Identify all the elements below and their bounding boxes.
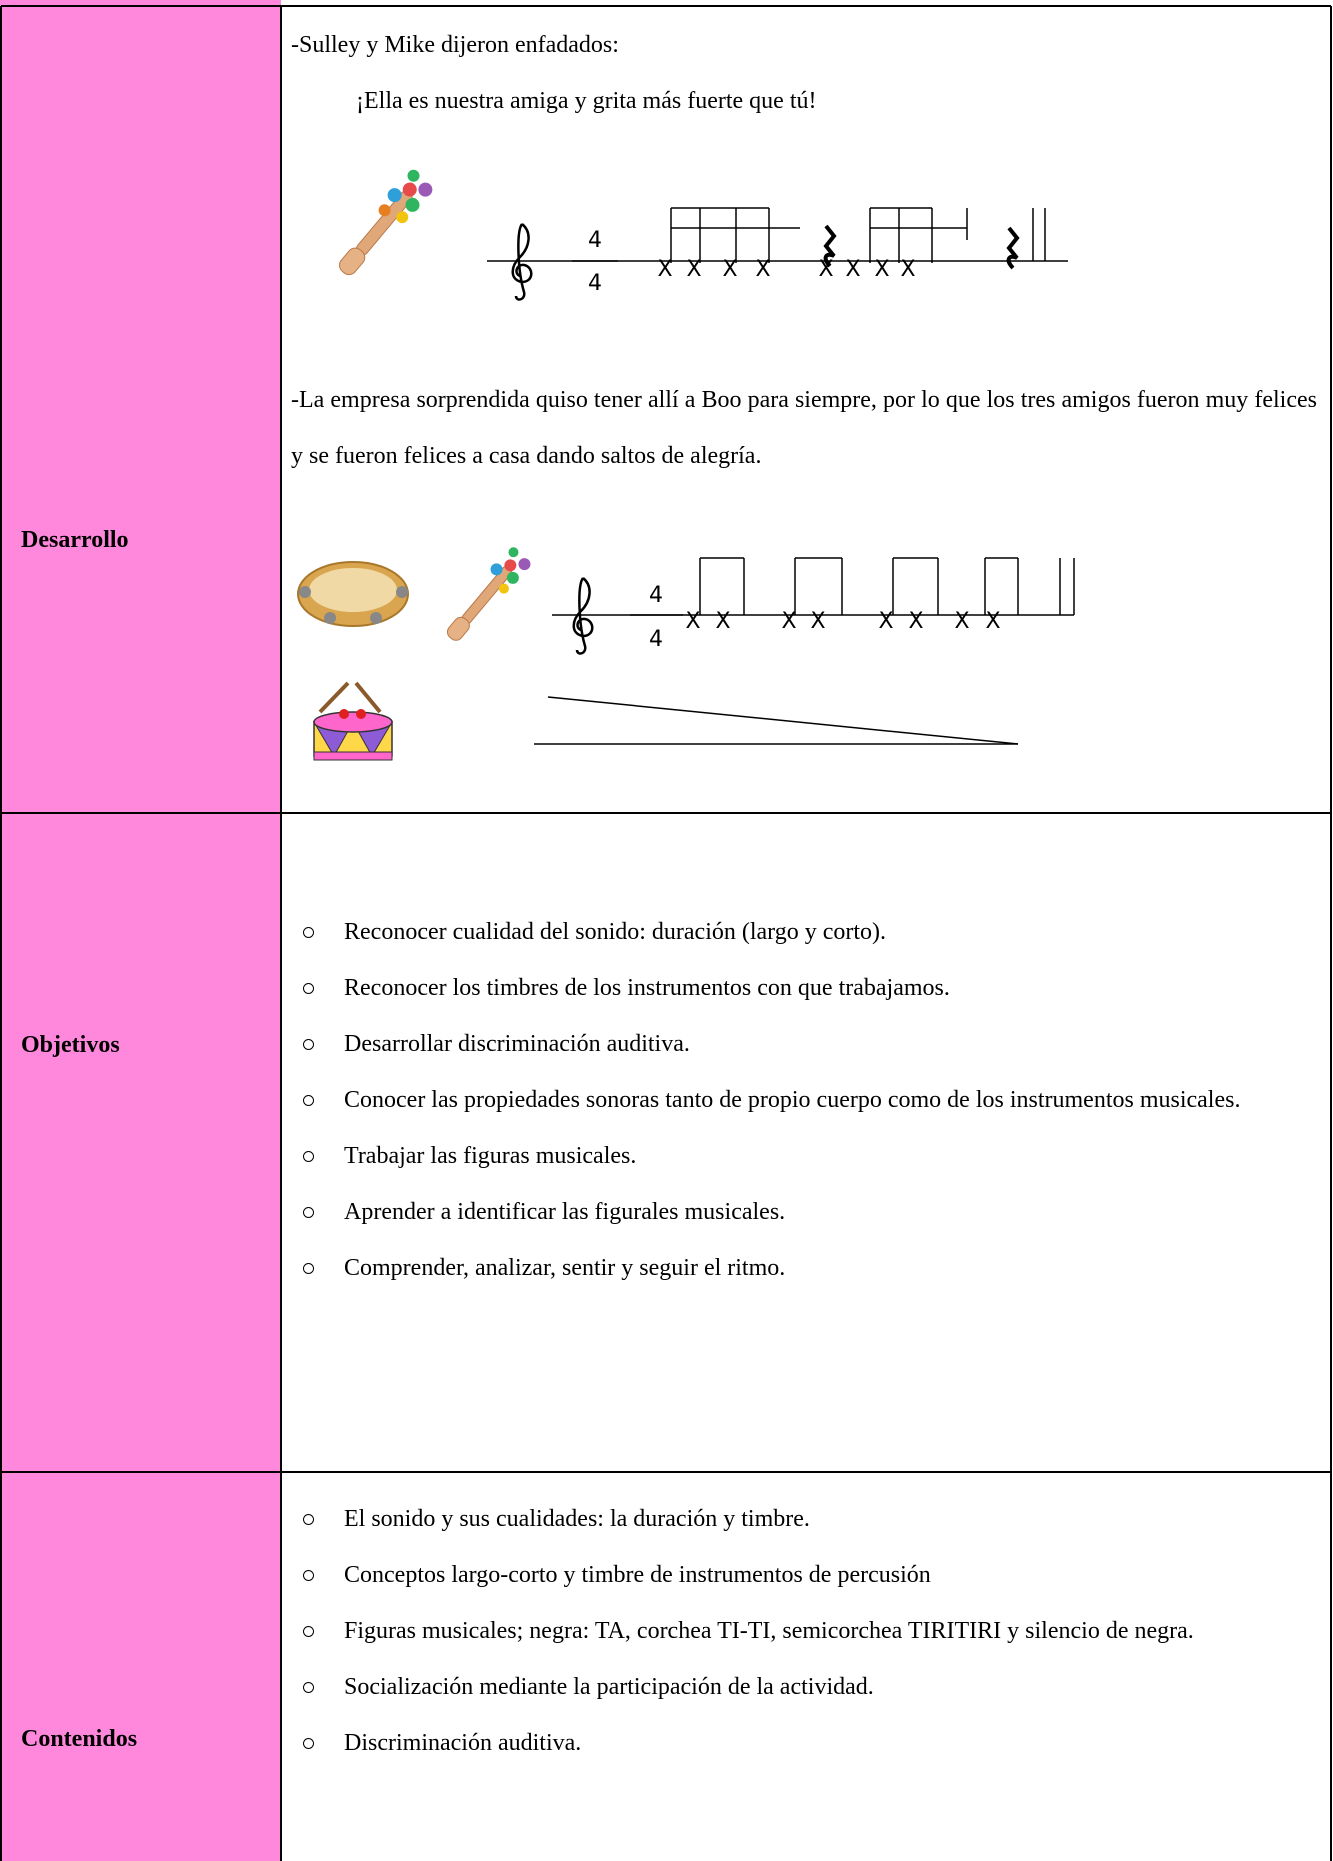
note-head: X — [781, 609, 796, 634]
drum-icon — [313, 681, 393, 761]
maraca-icon — [339, 169, 433, 276]
list-item: Aprender a identificar las figurales mus… — [303, 1189, 1316, 1235]
item-text: Trabajar las figuras musicales. — [344, 1143, 637, 1169]
note-head: X — [685, 609, 700, 634]
bullet — [303, 1626, 314, 1637]
bullet — [303, 1095, 314, 1106]
item-text: Socialización mediante la participación … — [344, 1674, 874, 1700]
list-item: El sonido y sus cualidades: la duración … — [303, 1496, 1316, 1542]
row-label: Desarrollo — [21, 527, 129, 553]
item-text: El sonido y sus cualidades: la duración … — [344, 1506, 810, 1532]
bullet — [303, 1207, 314, 1218]
item-text: Aprender a identificar las figurales mus… — [344, 1199, 786, 1225]
bullet-list: Reconocer cualidad del sonido: duración … — [303, 909, 1316, 1301]
bullet-list: El sonido y sus cualidades: la duración … — [303, 1496, 1316, 1776]
time-signature: 4 — [588, 271, 602, 296]
list-item: Desarrollar discriminación auditiva. — [303, 1021, 1316, 1067]
row-label: Objetivos — [21, 1032, 120, 1058]
note-head: X — [845, 257, 860, 282]
text-line: -Sulley y Mike dijeron enfadados: — [291, 32, 619, 58]
decrescendo — [534, 696, 1019, 745]
bullet — [303, 1682, 314, 1693]
note-head: X — [954, 609, 969, 634]
maraca-icon — [446, 547, 531, 641]
item-text: Figuras musicales; negra: TA, corchea TI… — [344, 1618, 1194, 1644]
bullet — [303, 1570, 314, 1581]
bullet — [303, 1151, 314, 1162]
list-item: Figuras musicales; negra: TA, corchea TI… — [303, 1608, 1316, 1654]
bullet — [303, 1039, 314, 1050]
table-borders — [0, 5, 1332, 1861]
bullet — [303, 1514, 314, 1525]
list-item: Reconocer cualidad del sonido: duración … — [303, 909, 1316, 955]
list-item: Conceptos largo-corto y timbre de instru… — [303, 1552, 1316, 1598]
list-item: Conocer las propiedades sonoras tanto de… — [303, 1077, 1316, 1123]
tambourine-icon — [297, 561, 409, 627]
item-text: Reconocer los timbres de los instrumento… — [344, 975, 950, 1001]
note-head: X — [686, 257, 701, 282]
paragraph: -La empresa sorprendida quiso tener allí… — [291, 387, 1317, 469]
item-text: Conceptos largo-corto y timbre de instru… — [344, 1562, 931, 1588]
list-item: Trabajar las figuras musicales. — [303, 1133, 1316, 1179]
staff-1 — [487, 207, 1068, 301]
bullet — [303, 1738, 314, 1749]
row-label: Contenidos — [21, 1726, 138, 1752]
note-head: X — [715, 609, 730, 634]
bullet — [303, 983, 314, 994]
bullet — [303, 1263, 314, 1274]
list-item: Discriminación auditiva. — [303, 1720, 1316, 1766]
staff-2 — [552, 557, 1075, 655]
list-item: Socialización mediante la participación … — [303, 1664, 1316, 1710]
item-text: Conocer las propiedades sonoras tanto de… — [344, 1087, 1241, 1113]
note-head: X — [657, 257, 672, 282]
note-head: X — [878, 609, 893, 634]
item-text: Desarrollar discriminación auditiva. — [344, 1031, 690, 1057]
item-text: Comprender, analizar, sentir y seguir el… — [344, 1255, 786, 1281]
bullet — [303, 927, 314, 938]
list-item: Comprender, analizar, sentir y seguir el… — [303, 1245, 1316, 1291]
time-signature: 4 — [649, 583, 663, 608]
text-line: ¡Ella es nuestra amiga y grita más fuert… — [356, 88, 817, 114]
time-signature: 4 — [588, 228, 602, 253]
note-head: X — [810, 609, 825, 634]
note-head: X — [722, 257, 737, 282]
list-item: Reconocer los timbres de los instrumento… — [303, 965, 1316, 1011]
note-head: X — [908, 609, 923, 634]
note-head: X — [874, 257, 889, 282]
item-text: Discriminación auditiva. — [344, 1730, 582, 1756]
label-column — [0, 0, 281, 1861]
note-head: X — [900, 257, 915, 282]
item-text: Reconocer cualidad del sonido: duración … — [344, 919, 887, 945]
note-head: X — [985, 609, 1000, 634]
time-signature: 4 — [649, 627, 663, 652]
note-head: X — [818, 257, 833, 282]
note-head: X — [755, 257, 770, 282]
